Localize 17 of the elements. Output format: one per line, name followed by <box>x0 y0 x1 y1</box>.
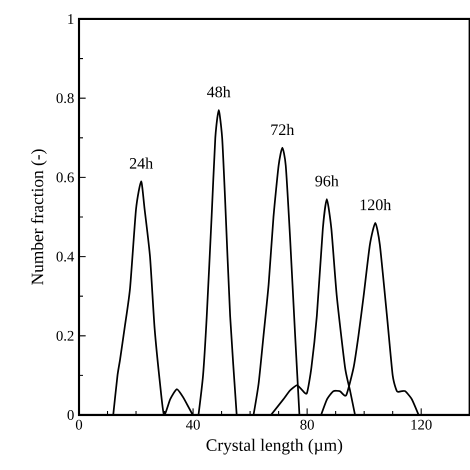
y-tick-label: 0.2 <box>56 330 74 341</box>
annotation: 24h <box>130 158 153 169</box>
y-tick-label: 0.6 <box>56 172 74 182</box>
y-tick-label: 0.4 <box>56 252 74 262</box>
annotation: 96h <box>315 175 339 186</box>
x-tick-label: 40 <box>186 420 200 430</box>
y-axis-title: Number fraction (-) <box>30 149 47 285</box>
y-tick-label: 1 <box>68 14 74 24</box>
x-tick-label: 120 <box>411 420 432 430</box>
x-tick-label: 0 <box>76 420 82 430</box>
y-tick-label: 0 <box>68 410 74 420</box>
y-tick-label: 0.8 <box>56 93 74 104</box>
x-axis-title: Crystal length (µm) <box>206 438 342 455</box>
annotation: 72h <box>271 124 294 135</box>
annotation: 120h <box>360 198 392 210</box>
x-tick-label: 80 <box>300 420 314 430</box>
annotation: 48h <box>207 86 231 98</box>
